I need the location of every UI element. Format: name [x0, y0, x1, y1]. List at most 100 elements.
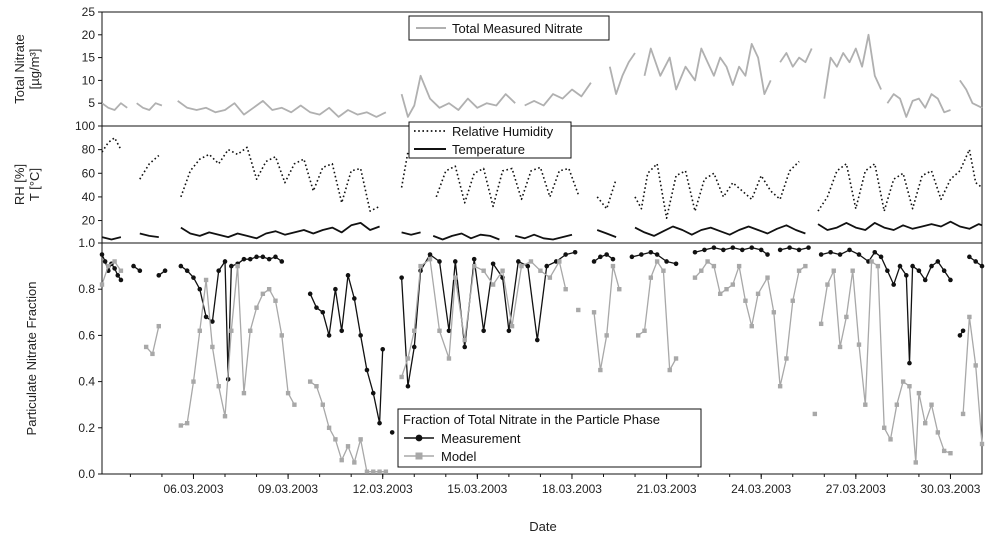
- data-point: [156, 323, 161, 329]
- data-point: [266, 287, 272, 292]
- series-line: [608, 52, 636, 95]
- data-point: [279, 333, 284, 338]
- series-line: [145, 326, 160, 355]
- data-point: [787, 245, 792, 250]
- series-line: [180, 221, 380, 240]
- data-point: [222, 259, 228, 264]
- data-point: [699, 268, 704, 273]
- series-line: [634, 224, 806, 237]
- data-point: [935, 259, 941, 264]
- series-line: [817, 220, 983, 231]
- series-line: [400, 74, 516, 118]
- data-point: [462, 344, 468, 350]
- data-point: [941, 448, 947, 454]
- data-point: [528, 259, 534, 264]
- data-point: [960, 411, 966, 417]
- data-point: [654, 259, 660, 264]
- data-point: [481, 268, 486, 273]
- data-point: [604, 252, 609, 257]
- data-point: [923, 420, 928, 426]
- data-point: [260, 291, 266, 297]
- data-point: [777, 247, 783, 253]
- data-point: [610, 263, 616, 269]
- data-point: [229, 328, 234, 333]
- data-point: [973, 363, 978, 368]
- data-point: [471, 256, 477, 262]
- data-point: [929, 402, 934, 407]
- data-point: [118, 277, 124, 283]
- data-point: [572, 249, 578, 255]
- series-line: [514, 233, 573, 241]
- series-line: [596, 229, 617, 238]
- data-point: [516, 259, 521, 264]
- data-point: [910, 263, 915, 269]
- y-axis-title: Particulate Nitrate Fraction: [24, 282, 39, 436]
- data-point: [320, 402, 325, 407]
- data-point: [266, 256, 272, 262]
- data-point: [235, 263, 240, 269]
- data-point: [260, 254, 266, 260]
- data-point: [538, 268, 543, 273]
- data-point: [692, 275, 698, 280]
- data-point: [916, 268, 922, 274]
- data-point: [490, 282, 496, 287]
- data-point: [730, 245, 736, 250]
- series-line: [400, 258, 567, 378]
- data-point: [806, 245, 811, 250]
- series-line: [180, 146, 380, 212]
- data-point: [352, 460, 357, 465]
- series-line: [101, 137, 122, 153]
- data-point: [446, 328, 452, 334]
- data-point: [935, 430, 941, 435]
- series-line: [820, 260, 951, 464]
- data-point: [241, 390, 247, 396]
- data-point: [326, 333, 332, 338]
- data-point: [882, 425, 887, 430]
- series-line: [435, 165, 580, 208]
- data-point: [856, 252, 862, 257]
- data-point: [872, 249, 878, 255]
- data-point: [352, 296, 357, 301]
- y-axis-title: [µg/m³]: [27, 49, 42, 90]
- data-point: [380, 346, 386, 352]
- data-point: [418, 263, 423, 269]
- legend-label: Temperature: [452, 142, 525, 157]
- x-tick-label: 15.03.2003: [447, 482, 507, 496]
- data-point: [216, 268, 222, 274]
- legend-box: [408, 15, 610, 41]
- data-point: [664, 259, 669, 264]
- data-point: [320, 310, 326, 315]
- data-point: [610, 256, 616, 262]
- data-point: [929, 263, 934, 269]
- y-tick-label: 0.6: [78, 328, 95, 342]
- series-line: [101, 102, 128, 111]
- x-tick-label: 12.03.2003: [353, 482, 413, 496]
- data-point: [711, 245, 717, 250]
- data-point: [222, 414, 228, 419]
- y-tick-label: 0.4: [78, 375, 95, 389]
- data-point: [765, 275, 770, 280]
- data-point: [636, 333, 641, 338]
- data-point: [229, 263, 234, 269]
- data-point: [405, 356, 411, 361]
- data-point: [796, 247, 802, 253]
- data-point: [453, 275, 458, 280]
- data-point: [279, 259, 285, 264]
- data-point: [673, 356, 679, 361]
- data-point: [437, 259, 442, 264]
- x-tick-label: 06.03.2003: [163, 482, 223, 496]
- series-line: [177, 100, 387, 118]
- data-point: [112, 266, 117, 271]
- legend-label: Measurement: [441, 431, 521, 446]
- series-line: [101, 260, 122, 285]
- data-point: [900, 379, 906, 384]
- data-point: [412, 328, 417, 333]
- data-point: [118, 268, 124, 273]
- y-tick-label: 40: [82, 190, 96, 204]
- series-line: [634, 160, 800, 219]
- y-tick-label: 0.0: [78, 467, 95, 481]
- data-point: [967, 314, 972, 320]
- y-axis-title: Total Nitrate: [12, 34, 27, 103]
- data-point: [216, 384, 221, 389]
- series-line: [962, 316, 983, 445]
